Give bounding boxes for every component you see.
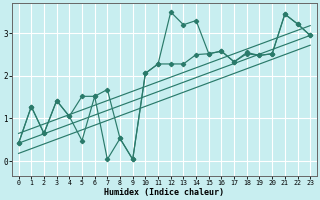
X-axis label: Humidex (Indice chaleur): Humidex (Indice chaleur) <box>104 188 224 197</box>
